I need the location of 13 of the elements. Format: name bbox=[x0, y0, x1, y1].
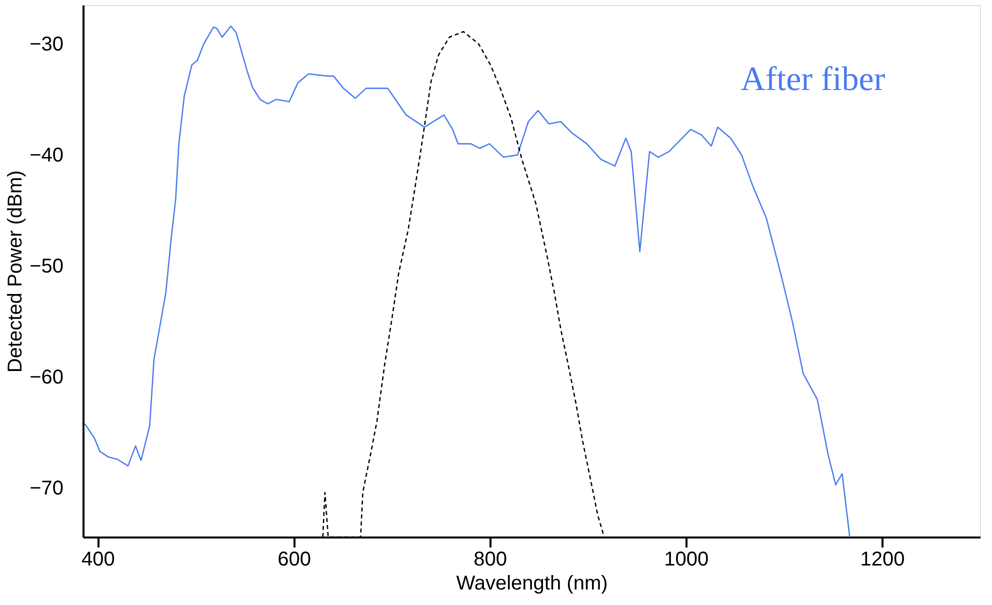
x-tick-label: 1200 bbox=[860, 548, 905, 570]
x-tick-label: 400 bbox=[82, 548, 115, 570]
x-tick-label: 800 bbox=[474, 548, 508, 570]
y-tick-label: −40 bbox=[30, 144, 64, 166]
y-tick-label: −50 bbox=[30, 256, 64, 278]
x-tick-label: 1000 bbox=[664, 548, 709, 570]
series-label: After fiber bbox=[740, 61, 886, 98]
y-tick-label: −60 bbox=[30, 366, 64, 389]
y-tick-label: −30 bbox=[30, 33, 64, 56]
x-tick-label: 600 bbox=[278, 548, 311, 570]
y-axis-title: Detected Power (dBm) bbox=[4, 170, 27, 373]
x-axis-title: Wavelength (nm) bbox=[456, 572, 608, 594]
y-tick-label: −70 bbox=[30, 478, 64, 500]
